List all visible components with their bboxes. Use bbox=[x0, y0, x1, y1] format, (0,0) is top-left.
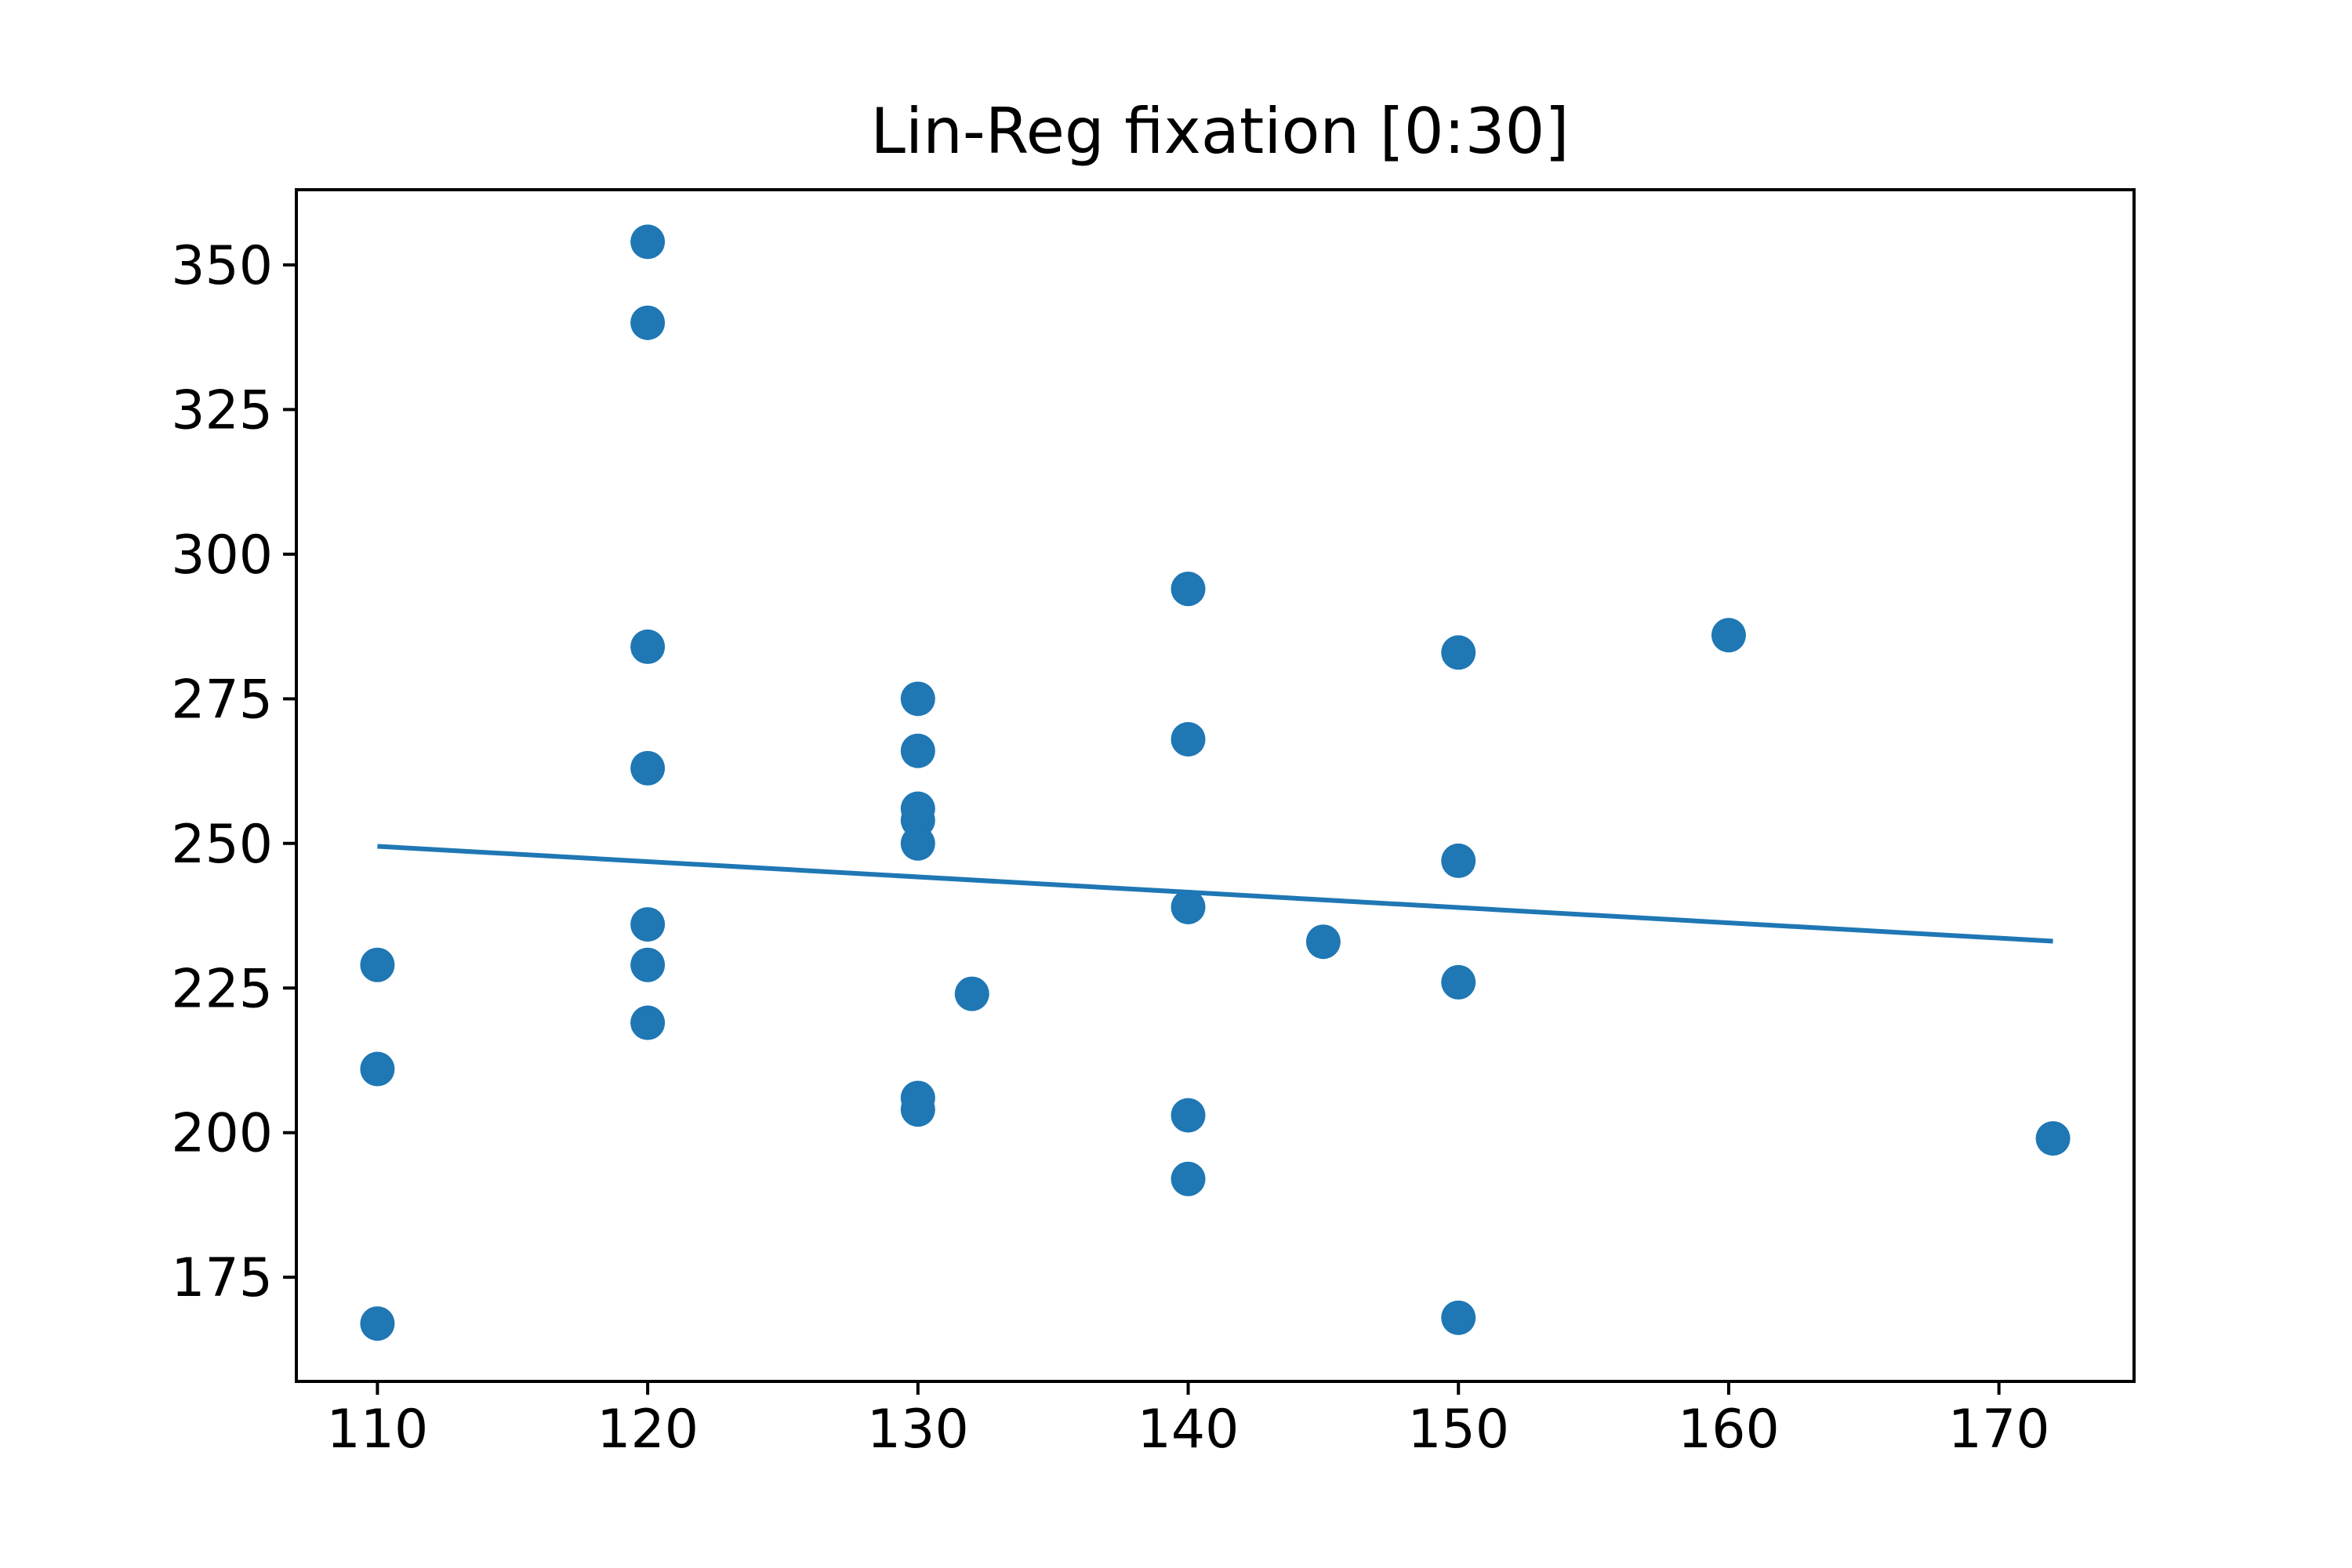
x-tick-label: 140 bbox=[1138, 1399, 1240, 1461]
data-point bbox=[1711, 618, 1746, 653]
x-tick-label: 130 bbox=[867, 1399, 969, 1461]
y-tick-label: 200 bbox=[171, 1103, 273, 1165]
y-tick-label: 225 bbox=[171, 958, 273, 1020]
x-tick-label: 150 bbox=[1407, 1399, 1509, 1461]
data-point bbox=[900, 733, 935, 768]
data-point bbox=[1171, 1098, 1206, 1133]
data-point bbox=[1171, 721, 1206, 757]
data-point bbox=[630, 305, 666, 340]
data-point bbox=[2035, 1121, 2071, 1156]
data-point bbox=[1441, 964, 1476, 1000]
data-point bbox=[1171, 572, 1206, 607]
x-tick-label: 110 bbox=[327, 1399, 429, 1461]
data-point bbox=[1305, 924, 1341, 960]
data-point bbox=[954, 976, 989, 1011]
x-tick-label: 160 bbox=[1678, 1399, 1780, 1461]
data-point bbox=[630, 947, 666, 982]
data-point bbox=[900, 681, 935, 717]
data-point bbox=[630, 750, 666, 786]
data-point bbox=[900, 1092, 935, 1127]
plot-area-frame bbox=[295, 188, 2136, 1383]
y-tick-label: 175 bbox=[171, 1247, 273, 1309]
data-point bbox=[1441, 843, 1476, 878]
y-tick-label: 275 bbox=[171, 669, 273, 731]
data-point bbox=[630, 907, 666, 942]
data-point bbox=[630, 224, 666, 260]
data-point bbox=[630, 1005, 666, 1040]
x-tick-label: 120 bbox=[597, 1399, 699, 1461]
data-point bbox=[1171, 1161, 1206, 1196]
data-point bbox=[360, 1051, 395, 1087]
data-point bbox=[630, 629, 666, 664]
data-point bbox=[360, 1306, 395, 1341]
y-tick-label: 250 bbox=[171, 814, 273, 876]
y-tick-label: 350 bbox=[171, 235, 273, 297]
data-point bbox=[1441, 1300, 1476, 1335]
y-tick-label: 325 bbox=[171, 379, 273, 441]
regression-line bbox=[377, 844, 2053, 944]
data-point bbox=[1441, 635, 1476, 670]
data-point bbox=[900, 826, 935, 861]
data-point bbox=[360, 947, 395, 982]
data-point bbox=[1171, 889, 1206, 924]
x-tick-label: 170 bbox=[1948, 1399, 2050, 1461]
y-tick-label: 300 bbox=[171, 524, 273, 586]
chart-title: Lin-Reg fixation [0:30] bbox=[870, 95, 1569, 168]
